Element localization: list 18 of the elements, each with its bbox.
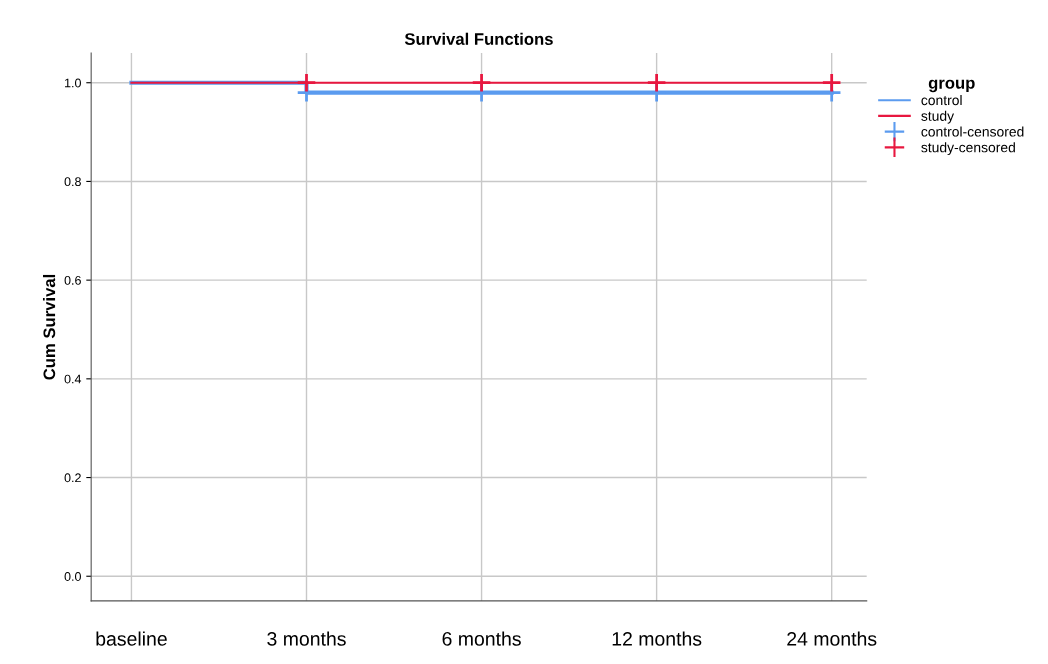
legend-label: control xyxy=(921,94,962,106)
y-tick-label: 0.2 xyxy=(64,473,81,483)
x-tick-label: 6 months xyxy=(442,631,521,646)
y-tick-label: 0.6 xyxy=(64,275,81,285)
legend-label: control-censored xyxy=(921,126,1024,137)
x-tick-label: 3 months xyxy=(267,631,346,646)
x-tick-label: baseline xyxy=(96,631,167,646)
chart-title: Survival Functions xyxy=(404,32,553,45)
x-tick-label: 12 months xyxy=(612,631,702,646)
legend-title: group xyxy=(928,79,975,93)
legend-label: study-censored xyxy=(921,142,1015,156)
y-axis-title: Cum Survival xyxy=(42,274,56,380)
y-tick-label: 0.4 xyxy=(64,374,82,384)
y-tick-label: 1.0 xyxy=(65,78,81,88)
y-tick-label: 0.8 xyxy=(64,177,81,187)
legend-label: study xyxy=(921,110,955,124)
y-tick-label: 0.0 xyxy=(64,572,81,581)
x-tick-label: 24 months xyxy=(787,631,877,646)
